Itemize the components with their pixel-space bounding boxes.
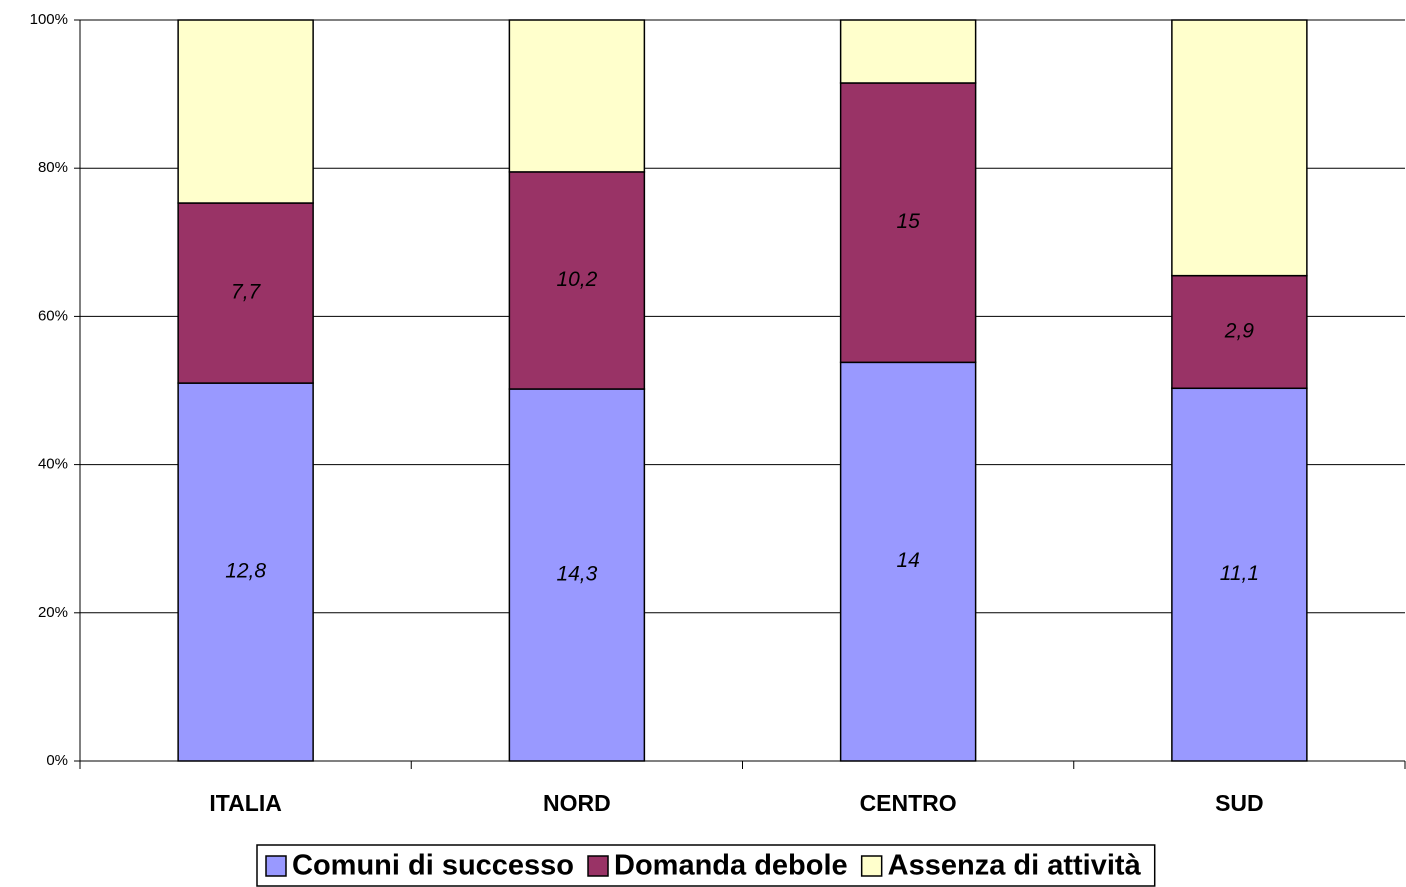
y-tick-label: 80%: [38, 159, 68, 176]
bar-segment: [1171, 274, 1308, 390]
segment-label: 14: [896, 549, 919, 572]
segment-label: 12,8: [225, 560, 266, 583]
segment-label: 10,2: [556, 268, 597, 291]
legend-label: Comuni di successo: [292, 850, 574, 882]
x-tick-label: CENTRO: [860, 790, 957, 816]
bar-segment: [1171, 19, 1308, 277]
bar-segment: [508, 19, 646, 173]
bar-segment: [1171, 387, 1308, 762]
bar-segment: [177, 19, 314, 204]
legend-swatch: [265, 855, 287, 877]
legend-swatch: [587, 855, 609, 877]
segment-label: 11,1: [1220, 562, 1259, 585]
y-tick-label: 0%: [46, 752, 68, 769]
y-tick-label: 100%: [30, 11, 68, 28]
x-tick-label: ITALIA: [209, 790, 281, 816]
legend-swatch: [860, 855, 883, 877]
legend-box: [256, 844, 1156, 887]
segment-label: 7,7: [231, 281, 262, 304]
bar-segment: [839, 82, 977, 364]
x-tick-label: SUD: [1215, 790, 1264, 816]
segment-label: 2,9: [1224, 320, 1255, 343]
legend-label: Assenza di attività: [888, 850, 1142, 882]
y-tick-label: 20%: [38, 604, 68, 621]
segment-label: 14,3: [556, 563, 597, 586]
x-tick-label: NORD: [543, 790, 611, 816]
bar-segment: [839, 19, 977, 84]
y-tick-label: 60%: [38, 307, 68, 324]
segment-label: 15: [896, 210, 920, 233]
bar-segment: [839, 361, 977, 762]
legend-label: Domanda debole: [614, 850, 848, 882]
bar-segment: [508, 171, 646, 390]
y-tick-label: 40%: [38, 456, 68, 473]
